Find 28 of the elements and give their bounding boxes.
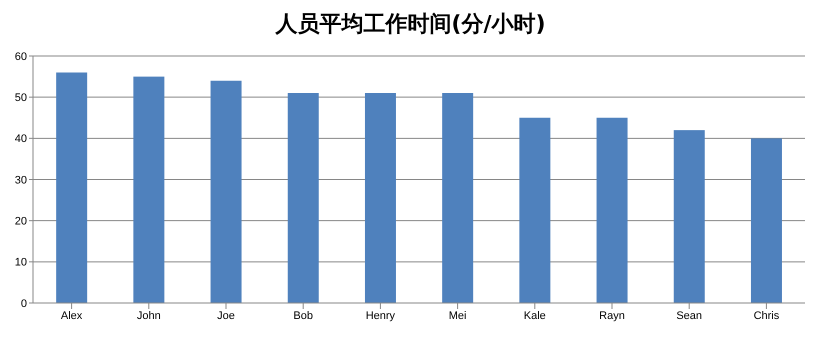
x-tick-label: Henry	[366, 310, 396, 322]
bar	[210, 80, 242, 303]
y-tick-label: 20	[14, 216, 27, 228]
bar	[442, 93, 474, 303]
bar	[750, 138, 782, 303]
bar	[56, 72, 88, 303]
x-tick-label: Kale	[524, 310, 546, 322]
bar	[133, 76, 164, 303]
y-tick-label: 0	[20, 298, 27, 310]
x-tick-label: Sean	[676, 310, 702, 322]
x-tick-label: John	[136, 310, 161, 322]
x-tick-label: Joe	[217, 310, 235, 322]
y-tick-label: 60	[14, 50, 27, 63]
bar	[596, 118, 628, 303]
x-tick-label: Bob	[293, 310, 313, 322]
y-tick-label: 50	[14, 92, 27, 104]
x-tick-label: Mei	[448, 310, 466, 322]
bar	[519, 118, 550, 303]
bar	[364, 93, 396, 303]
y-tick-label: 40	[14, 133, 27, 146]
y-tick-label: 10	[14, 256, 27, 269]
chart-title: 人员平均工作时间(分/小时)	[274, 11, 547, 39]
x-tick-label: Chris	[754, 310, 780, 322]
bar	[288, 93, 319, 303]
bar	[674, 130, 705, 303]
x-tick-label: Rayn	[599, 310, 625, 322]
x-tick-label: Alex	[60, 310, 83, 322]
y-tick-label: 30	[14, 174, 27, 186]
